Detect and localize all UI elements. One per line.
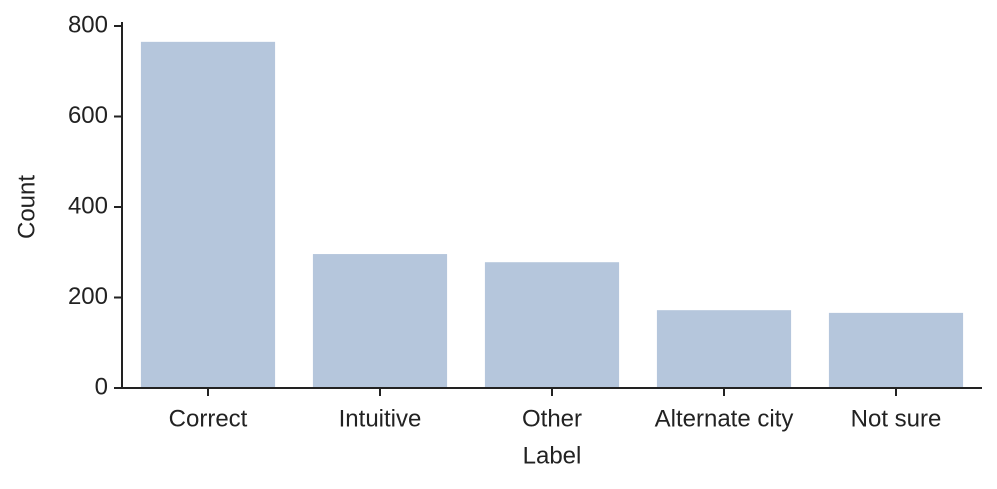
x-tick-label: Not sure [851, 405, 942, 432]
y-tick-label: 200 [68, 283, 108, 310]
x-tick-label: Correct [169, 405, 248, 432]
bar [484, 262, 620, 388]
x-tick-label: Alternate city [655, 405, 794, 432]
bar [312, 254, 448, 388]
y-tick-label: 0 [95, 373, 108, 400]
bar [140, 41, 276, 389]
y-tick-label: 400 [68, 192, 108, 219]
y-tick-label: 800 [68, 11, 108, 38]
x-tick-label: Intuitive [339, 405, 422, 432]
y-axis-label: Count [13, 175, 40, 239]
bar [656, 310, 792, 388]
x-tick-label: Other [522, 405, 582, 432]
bar [828, 312, 964, 388]
x-axis-label: Label [523, 442, 582, 469]
y-tick-label: 600 [68, 102, 108, 129]
